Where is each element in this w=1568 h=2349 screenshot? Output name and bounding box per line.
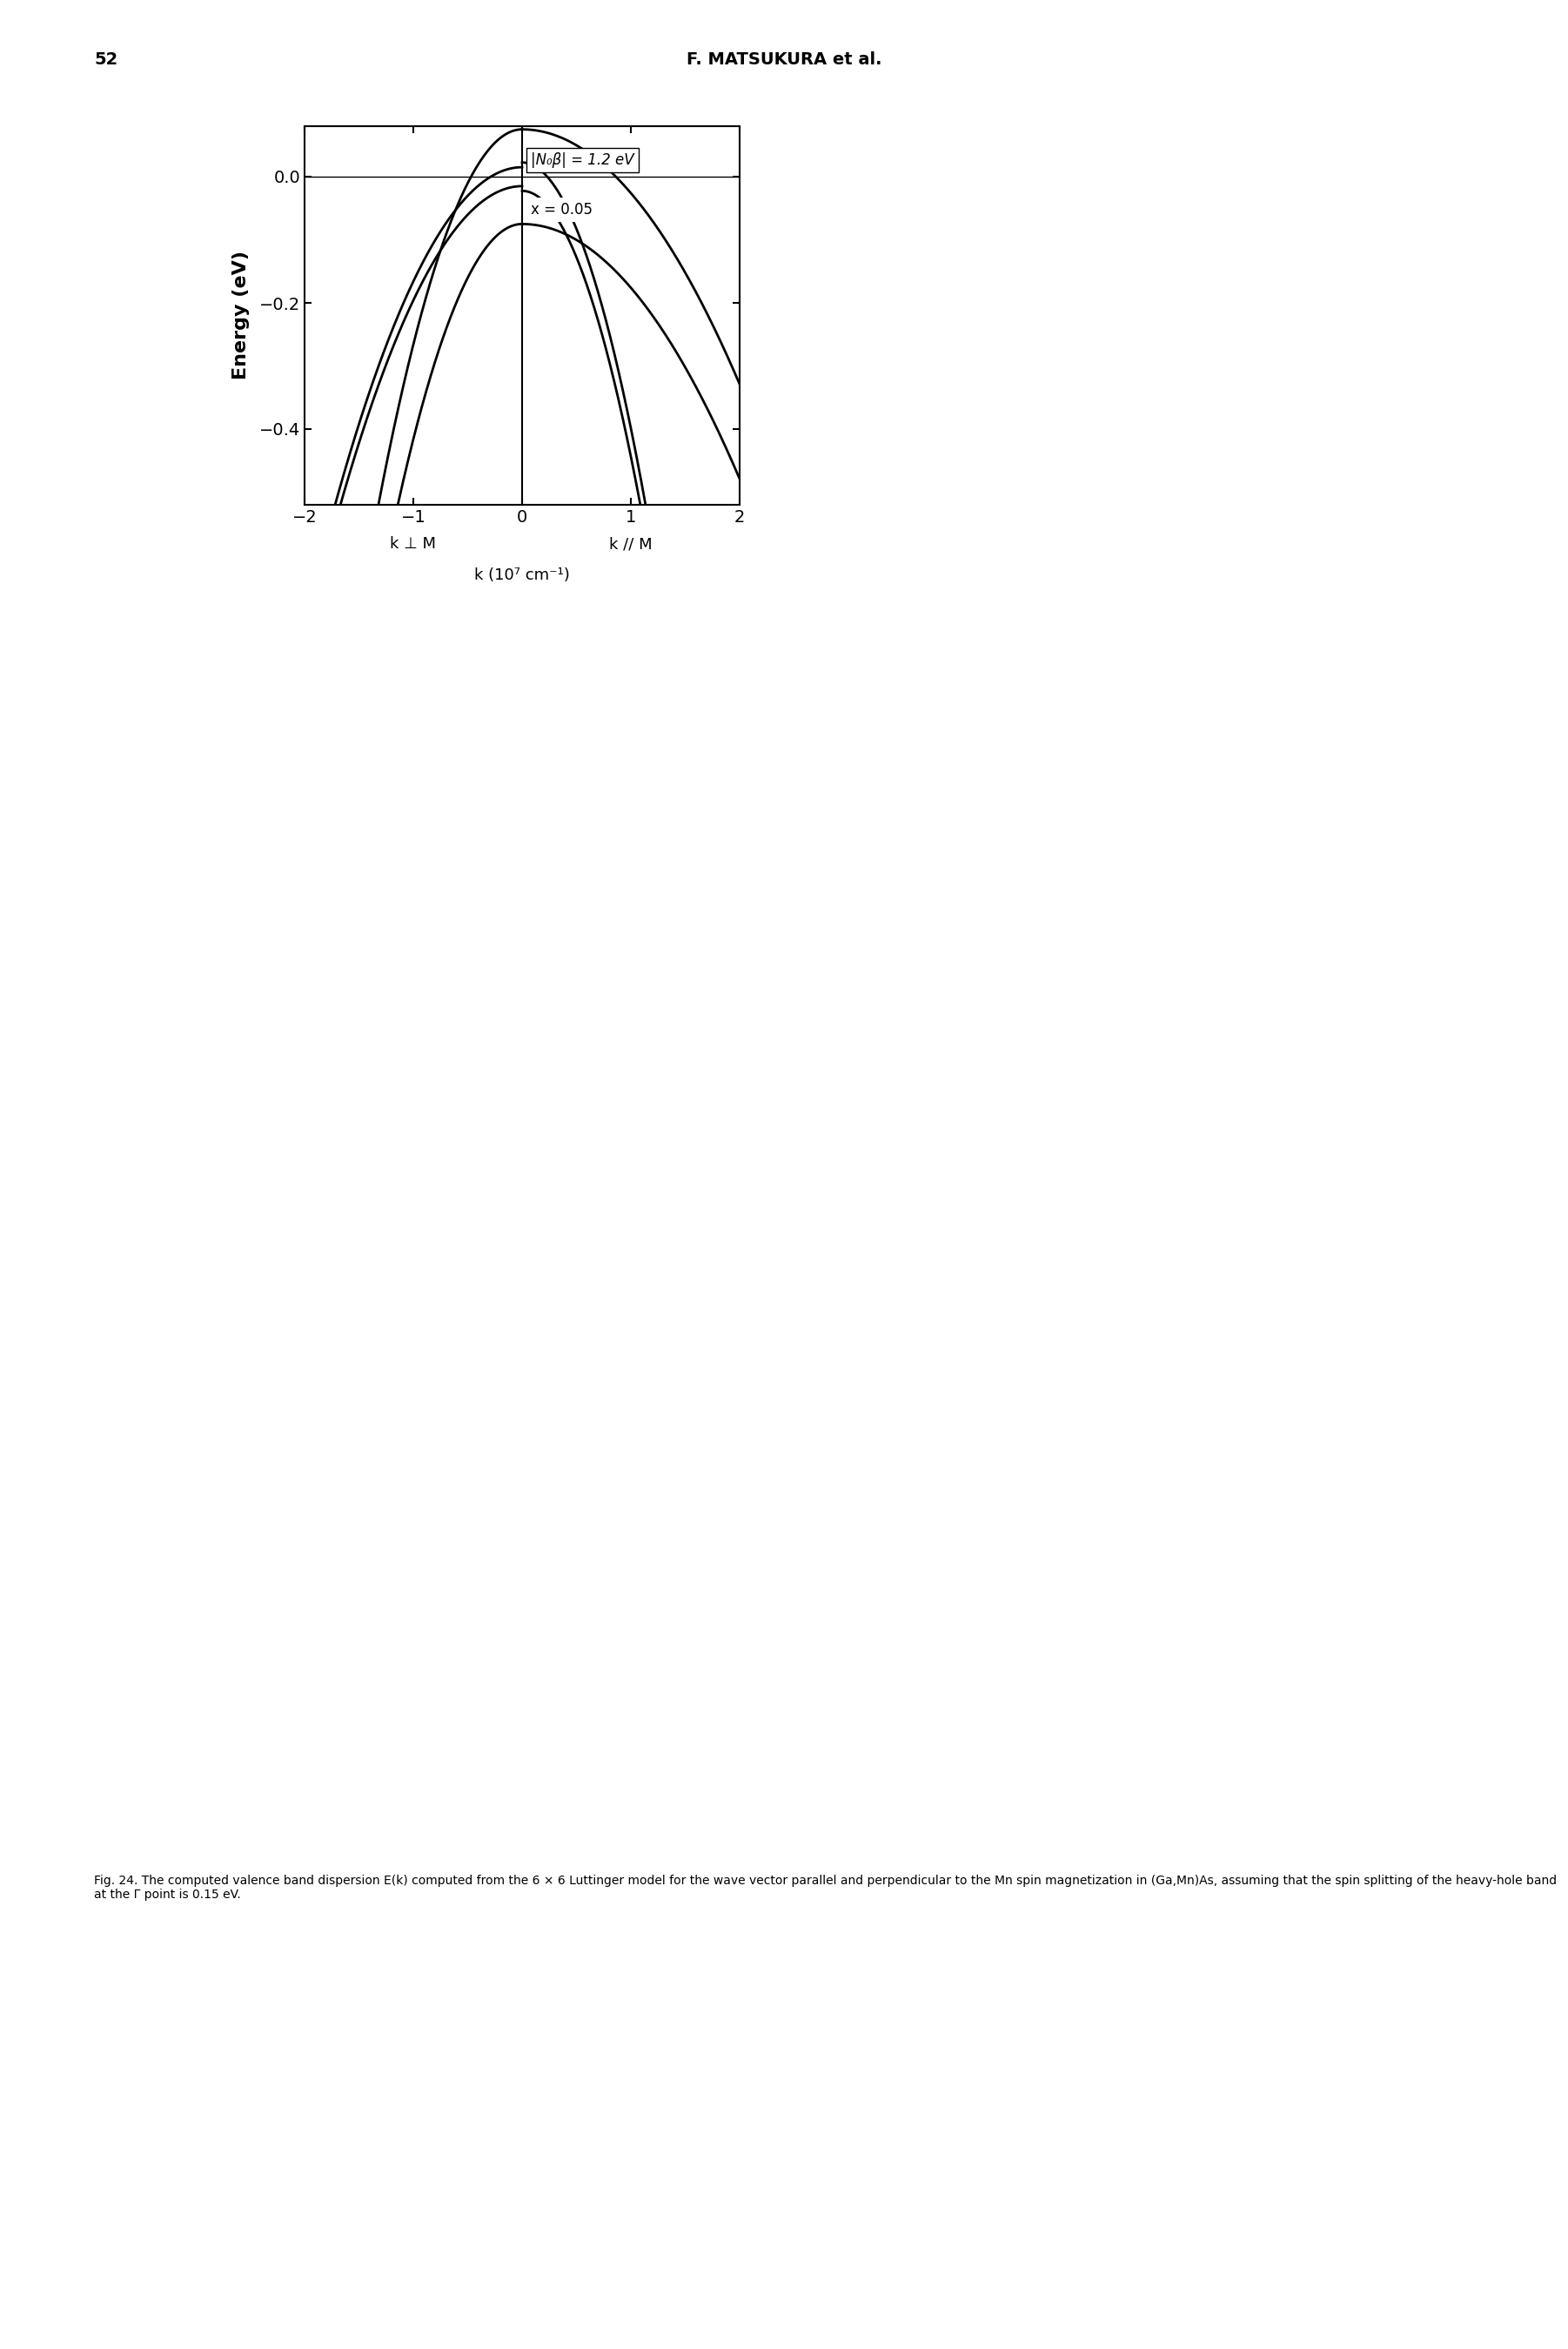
- Text: F. MATSUKURA et al.: F. MATSUKURA et al.: [687, 52, 881, 68]
- Text: k (10⁷ cm⁻¹): k (10⁷ cm⁻¹): [474, 568, 569, 583]
- Text: |N₀β| = 1.2 eV: |N₀β| = 1.2 eV: [532, 153, 633, 169]
- Text: 52: 52: [94, 52, 118, 68]
- Y-axis label: Energy (eV): Energy (eV): [232, 251, 249, 381]
- Text: k // M: k // M: [610, 536, 652, 552]
- Text: k ⊥ M: k ⊥ M: [390, 536, 436, 552]
- Text: x = 0.05: x = 0.05: [532, 202, 593, 218]
- Text: Fig. 24. The computed valence band dispersion E(k) computed from the 6 × 6 Lutti: Fig. 24. The computed valence band dispe…: [94, 1875, 1557, 1900]
